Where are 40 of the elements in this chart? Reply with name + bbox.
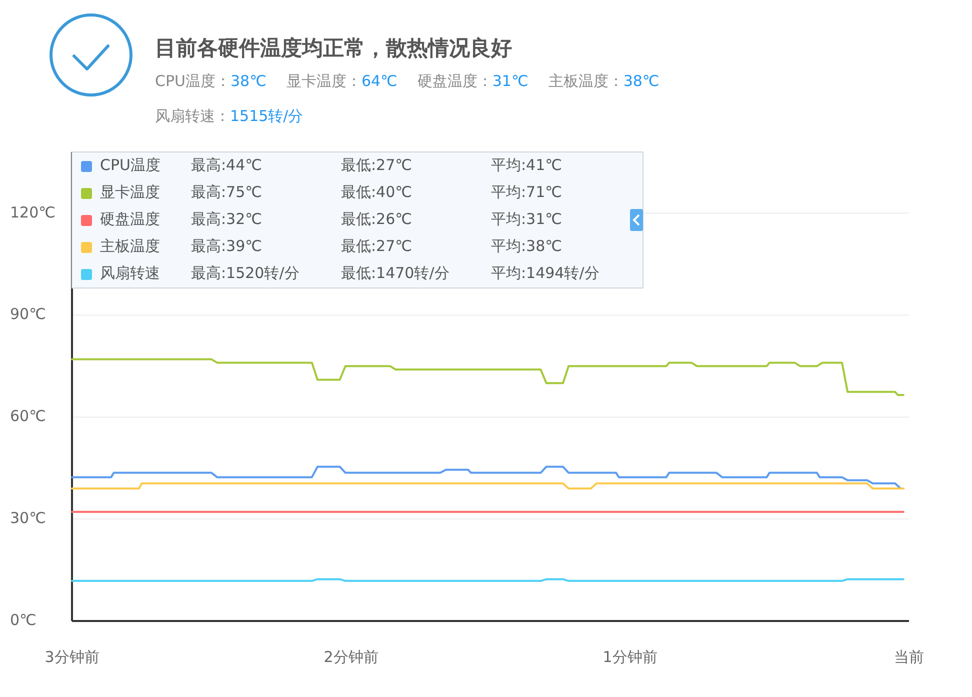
annotation: 最高:39℃ (191, 237, 262, 256)
y-tick-label: 30℃ (10, 509, 46, 528)
x-tick-label: 当前 (894, 648, 924, 666)
text: 31℃ (492, 72, 528, 90)
y-tick-label: 120℃ (10, 203, 56, 222)
annotation: 最低:27℃ (341, 237, 412, 256)
text: 硬盘温度： (417, 72, 492, 90)
x-tick-label: 1分钟前 (602, 648, 658, 666)
text: 主板温度： (548, 72, 624, 90)
text: 风扇转速： (155, 107, 230, 125)
text: 显卡温度： (286, 72, 362, 90)
y-tick-label: 0℃ (10, 611, 36, 630)
legend-label: 主板温度 (100, 237, 160, 256)
legend-label: 硬盘温度 (100, 210, 160, 228)
text: 38℃ (230, 72, 266, 90)
text: 64℃ (361, 72, 398, 90)
x-tick-label: 3分钟前 (44, 648, 100, 666)
annotation: 平均:38℃ (491, 237, 562, 256)
text: CPU温度： (155, 72, 230, 90)
annotation: 最高:1520转/分 (191, 264, 300, 282)
legend-label: 显卡温度 (100, 183, 160, 202)
annotation: 最低:27℃ (341, 156, 412, 174)
annotation: 平均:71℃ (491, 183, 562, 202)
annotation: 最高:75℃ (191, 183, 262, 202)
annotation: 最高:32℃ (191, 210, 262, 228)
annotation: 平均:41℃ (491, 156, 562, 174)
legend-label: 风扇转速 (100, 264, 160, 282)
text: 38℃ (623, 72, 660, 90)
annotation: 最低:1470转/分 (341, 264, 450, 282)
annotation: 最高:44℃ (191, 156, 262, 174)
y-tick-label: 60℃ (10, 407, 46, 426)
legend-label: CPU温度 (100, 156, 160, 174)
y-tick-label: 90℃ (10, 305, 46, 324)
annotation: 最低:26℃ (341, 210, 412, 228)
annotation: 平均:31℃ (491, 210, 562, 228)
annotation: 平均:1494转/分 (491, 264, 600, 282)
chart-title: 目前各硬件温度均正常，散热情况良好 (155, 36, 512, 60)
x-tick-label: 2分钟前 (324, 648, 378, 666)
annotation: 最低:40℃ (341, 183, 412, 202)
text: 1515转/分 (230, 107, 304, 125)
